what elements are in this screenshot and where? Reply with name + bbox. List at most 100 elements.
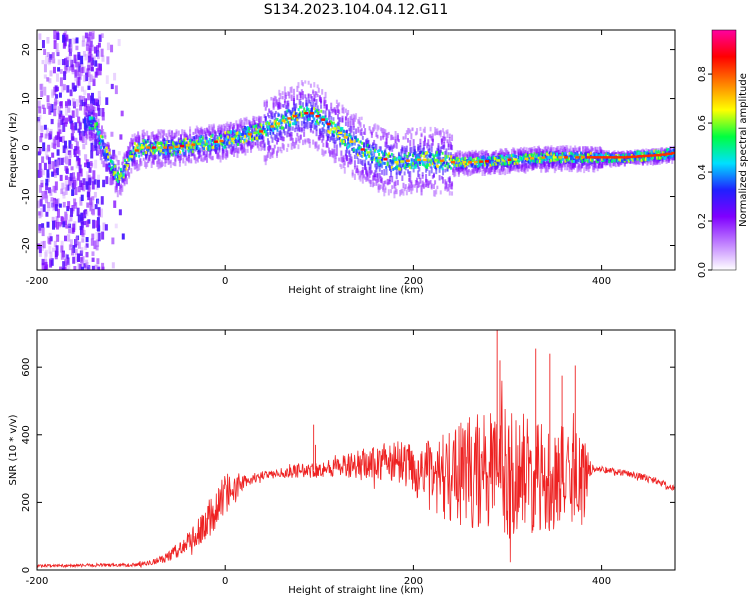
spectrogram-cell	[266, 151, 269, 158]
spectrogram-core-cell	[434, 165, 437, 169]
spectrogram-core-cell	[335, 129, 338, 133]
spectrogram-cell	[534, 160, 537, 168]
spectrogram-cell	[182, 144, 185, 151]
spectrogram-noise-cell	[75, 108, 79, 117]
spectrogram-cell	[359, 171, 362, 178]
spectrogram-noise-cell	[97, 107, 101, 117]
spectrogram-cell	[110, 176, 113, 183]
spectrogram-cell	[656, 157, 659, 164]
spectrogram-cell	[475, 152, 478, 159]
spectrogram-core-cell	[269, 128, 272, 132]
spectrogram-cell	[528, 165, 531, 170]
spectrogram-core-cell	[314, 110, 317, 114]
spectrogram-cell	[553, 166, 556, 174]
spectrogram-cell	[216, 135, 219, 142]
spectrogram-core-cell	[265, 122, 268, 126]
spectrogram-noise-cell	[37, 200, 41, 209]
spectrogram-cell	[117, 160, 120, 166]
spectrogram-cell	[222, 128, 225, 135]
spectrogram-core-cell	[420, 150, 423, 154]
spectrogram-cell	[287, 129, 290, 134]
spectrogram-cell	[335, 104, 338, 109]
spectrogram-cell	[195, 135, 198, 139]
spectrogram-cell	[447, 177, 450, 182]
spectrogram-core-cell	[297, 113, 300, 117]
spectrogram-core-cell	[217, 140, 220, 144]
spectrogram-cell	[164, 158, 167, 164]
spectrogram-core-cell	[587, 153, 590, 157]
spectrogram-cell	[412, 167, 415, 173]
spectrogram-cell	[414, 161, 417, 165]
spectrogram-cell	[480, 151, 483, 158]
spectrogram-core-cell	[524, 153, 527, 157]
spectrogram-core-cell	[145, 151, 148, 155]
spectrogram-noise-cell	[53, 161, 57, 170]
spectrogram-cell	[167, 155, 170, 161]
spectrogram-noise-cell	[79, 133, 83, 142]
spectrogram-cell	[313, 82, 316, 88]
spectrogram-noise-cell	[70, 166, 74, 171]
spectrogram-cell	[386, 157, 389, 165]
spectrogram-noise-cell	[46, 145, 50, 153]
spectrogram-cell	[394, 130, 397, 138]
spectrogram-core-cell	[434, 153, 437, 157]
spectrogram-cell	[427, 183, 430, 189]
spectrogram-noise-cell	[38, 184, 42, 193]
spectrogram-cell	[628, 155, 631, 161]
spectrogram-core-cell	[194, 146, 197, 150]
spectrogram-core-cell	[428, 154, 431, 158]
spectrogram-cell	[421, 148, 424, 154]
spectrogram-cell	[369, 129, 372, 134]
spectrogram-core-cell	[596, 160, 599, 164]
spectrogram-cell	[418, 153, 421, 159]
spectrogram-core-cell	[612, 154, 615, 158]
spectrogram-cell	[612, 150, 615, 156]
spectrogram-core-cell	[411, 153, 414, 157]
spectrogram-core-cell	[421, 161, 424, 165]
spectrogram-noise-cell	[111, 262, 115, 269]
spectrogram-cell	[365, 177, 368, 182]
spectrogram-cell	[121, 170, 124, 175]
spectrogram-cell	[586, 160, 589, 167]
spectrogram-noise-cell	[90, 176, 94, 183]
spectrogram-cell	[334, 153, 337, 160]
spectrogram-cell	[397, 158, 400, 163]
spectrogram-core-cell	[616, 159, 619, 163]
spectrogram-cell	[414, 154, 417, 162]
spectrogram-cell	[591, 146, 594, 153]
spectrogram-noise-cell	[43, 162, 47, 171]
spectrogram-cell	[340, 150, 343, 156]
spectrogram-cell	[154, 137, 157, 144]
spectrogram-cell	[292, 141, 295, 149]
spectrogram-noise-cell	[55, 245, 59, 251]
spectrogram-cell	[583, 161, 586, 166]
spectrogram-cell	[242, 128, 245, 136]
spectrogram-cell	[591, 162, 594, 167]
spectrogram-cell	[282, 144, 285, 151]
spectrogram-core-cell	[591, 159, 594, 163]
spectrogram-core-cell	[358, 146, 361, 150]
spectrogram-cell	[542, 150, 545, 155]
spectrogram-core-cell	[122, 175, 125, 179]
spectrogram-cell	[322, 127, 325, 132]
spectrogram-cell	[383, 180, 386, 187]
spectrogram-cell	[343, 167, 346, 174]
spectrogram-cell	[528, 147, 531, 152]
spectrogram-cell	[371, 175, 374, 181]
spectrogram-core-cell	[493, 157, 496, 161]
spectrogram-noise-cell	[48, 237, 52, 245]
spectrogram-cell	[550, 160, 553, 168]
spectrogram-cell	[128, 146, 131, 152]
spectrogram-cell	[582, 146, 585, 150]
spectrogram-cell	[344, 116, 347, 121]
spectrogram-cell	[365, 166, 368, 174]
spectrogram-core-cell	[157, 151, 160, 155]
spectrogram-cell	[137, 164, 140, 172]
spectrogram-noise-cell	[58, 92, 62, 98]
spectrogram-cell	[373, 172, 376, 178]
spectrogram-noise-cell	[67, 105, 71, 113]
spectrogram-cell	[215, 131, 218, 136]
spectrogram-core-cell	[236, 143, 239, 147]
spectrogram-cell	[184, 132, 187, 138]
spectrogram-cell	[378, 172, 381, 179]
